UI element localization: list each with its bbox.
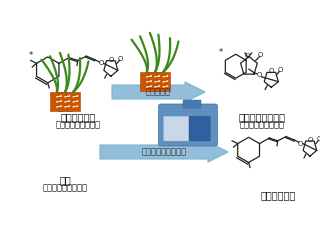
Text: O: O xyxy=(118,56,123,62)
Text: （シロイヌナズナ）: （シロイヌナズナ） xyxy=(43,183,87,192)
Text: O: O xyxy=(108,57,114,63)
Bar xyxy=(66,92,80,111)
Text: O: O xyxy=(99,60,104,66)
Bar xyxy=(140,72,154,91)
Text: *: * xyxy=(219,48,223,57)
Text: O: O xyxy=(307,137,313,143)
Bar xyxy=(183,100,201,108)
Text: カーラクトン: カーラクトン xyxy=(260,190,296,200)
FancyBboxPatch shape xyxy=(164,116,190,141)
Text: O: O xyxy=(245,53,250,59)
Polygon shape xyxy=(100,142,228,162)
FancyBboxPatch shape xyxy=(189,116,210,141)
Text: カーラクトン: カーラクトン xyxy=(60,112,96,122)
Text: （安定同位体標識）: （安定同位体標識） xyxy=(239,120,284,129)
Bar xyxy=(148,72,162,91)
Polygon shape xyxy=(112,82,205,102)
Text: *: * xyxy=(28,51,33,60)
Text: O: O xyxy=(316,136,320,142)
Text: O: O xyxy=(277,67,283,73)
Text: O: O xyxy=(298,141,303,147)
Text: イネ: イネ xyxy=(59,175,71,185)
FancyBboxPatch shape xyxy=(158,104,218,146)
Text: O: O xyxy=(257,72,262,78)
Bar xyxy=(50,92,64,111)
Text: ストリゴラクトン: ストリゴラクトン xyxy=(238,112,285,122)
Text: （安定同位体標識）: （安定同位体標識） xyxy=(55,120,100,129)
Text: O: O xyxy=(258,52,263,58)
Text: イネに投与: イネに投与 xyxy=(146,88,171,96)
Text: O: O xyxy=(268,68,274,74)
Bar xyxy=(58,92,72,111)
Bar xyxy=(156,72,170,91)
Text: 質量分析計にて分析: 質量分析計にて分析 xyxy=(141,148,187,156)
